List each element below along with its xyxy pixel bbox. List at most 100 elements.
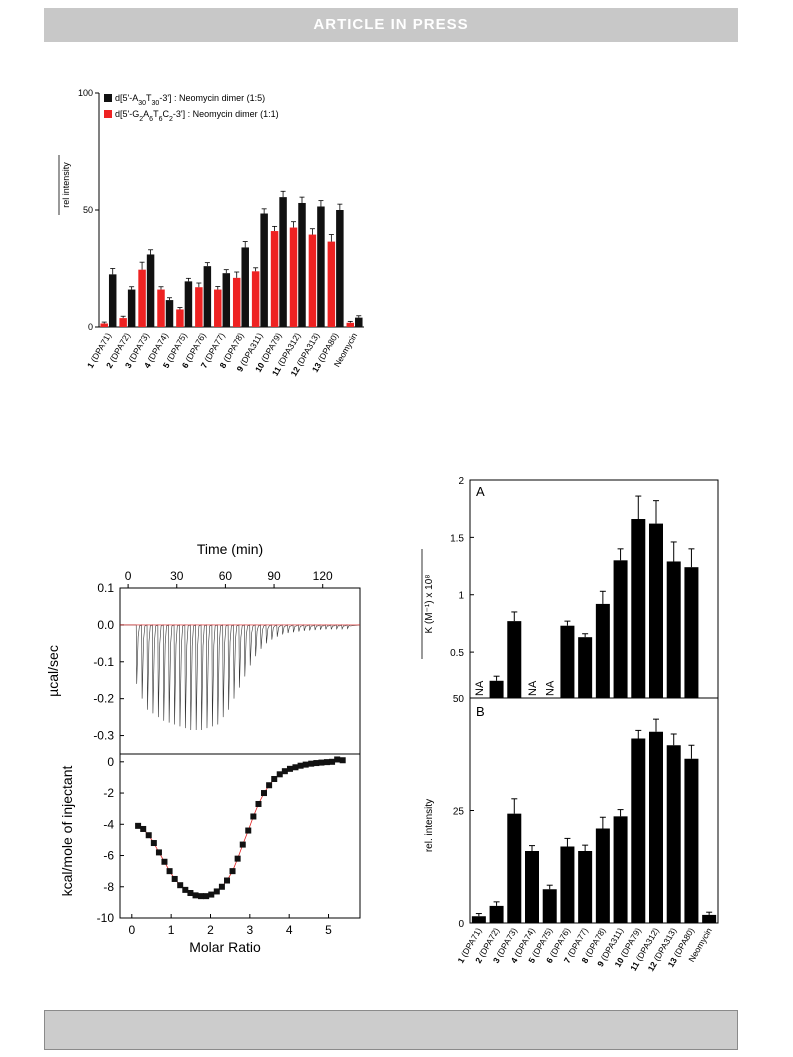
data-point [234,855,241,862]
isotherm-frame [119,753,361,919]
data-point [308,760,315,767]
data-point [198,893,205,900]
bar [631,738,646,923]
y-axis-label-kcal: kcal/mole of injectant [59,766,75,897]
y-tick-label: 1 [458,591,464,602]
y-tick-label: 1.5 [450,533,464,544]
bar [298,202,306,327]
bar [222,273,231,327]
na-label: NA [474,680,486,696]
data-point [323,759,330,766]
y-axis-label-ucal: µcal/sec [45,645,61,697]
y-tick-label: -0.3 [93,729,114,743]
bar [649,523,663,698]
data-point [318,759,325,766]
x-axis-title-time: Time (min) [197,541,263,557]
y-tick-label: 0.1 [97,581,114,595]
na-label: NA [527,680,539,696]
bar [578,851,593,923]
data-point [261,790,267,797]
data-point [229,868,236,875]
data-point [297,762,304,769]
bar [108,274,117,327]
bar [355,317,363,327]
na-label: NA [545,680,557,696]
data-point [135,822,142,829]
data-point [150,840,157,847]
bar [595,828,610,923]
bar [578,637,593,698]
y-tick-label: -4 [103,817,114,831]
data-point [166,868,173,875]
bar [176,309,184,327]
bar [507,621,522,698]
bar [666,561,681,698]
data-point [313,760,320,767]
y-tick-label: 25 [453,807,465,818]
data-point [171,875,178,882]
y-tick-label: 50 [83,205,93,215]
data-point [203,893,210,900]
x-tick-label: 5 [325,923,332,937]
bar [613,816,628,923]
bar [317,206,325,327]
bar [702,914,717,923]
bar [100,323,108,327]
bar [165,300,174,327]
x-tick-label: 0 [125,569,132,583]
bar [684,758,699,923]
y-tick-label: -6 [103,849,114,863]
data-point [208,891,215,898]
data-point [255,800,262,807]
bar [203,266,212,327]
y-tick-label: -2 [103,786,114,800]
bar [666,745,681,923]
panel-label-a: A [476,484,485,499]
y-tick-label: -10 [97,911,115,925]
data-point [182,886,189,893]
x-tick-label: 1 [168,923,175,937]
legend-entry: d[5'-A30T30-3'] : Neomycin dimer (1:5) [115,93,265,107]
y-tick-label: 0.0 [97,618,114,632]
y-tick-label: 100 [78,88,93,98]
y-tick-label: 0.5 [450,648,464,659]
itc-thermogram-and-isotherm: Time (min)0 30 60 90 1200.10.0-0.1-0.2-0.3µc… [45,541,361,955]
bar [308,234,317,327]
data-point [145,832,152,839]
data-point [250,813,257,820]
bar [327,241,336,327]
thermogram-trace [120,624,361,731]
bar [195,287,203,327]
bar [613,560,628,698]
bar [471,916,486,923]
bar [119,318,127,327]
bar [542,889,557,923]
data-point [218,883,225,890]
y-tick-label: 0 [88,322,93,332]
y-tick-label: -0.1 [93,655,114,669]
x-tick-label: 90 [267,569,281,583]
data-point [286,765,293,772]
data-point [329,758,336,765]
y-axis-label-k: K (M⁻¹) x 10⁸ [424,575,435,634]
data-point [177,882,184,889]
data-point [192,892,199,899]
bar [631,519,646,698]
binding-constant-and-intensity-panels: A B 0.5 1 1.5 2 K (M⁻¹) x 10⁸ NA NA NA 0 25 50 rel. i… [421,476,719,973]
bar [127,289,136,327]
bar [260,213,268,327]
data-point [161,858,168,865]
x-axis-label-molar-ratio: Molar Ratio [189,939,261,955]
panel-frame [469,479,719,924]
y-tick-label: 50 [453,694,465,705]
bar [525,851,539,923]
data-point [276,771,283,778]
y-tick-label: 0 [107,755,114,769]
data-point [302,761,309,768]
fit-curve [137,759,343,897]
bar [336,210,344,327]
bar [489,905,504,923]
data-point [292,764,299,771]
data-point [224,877,231,884]
